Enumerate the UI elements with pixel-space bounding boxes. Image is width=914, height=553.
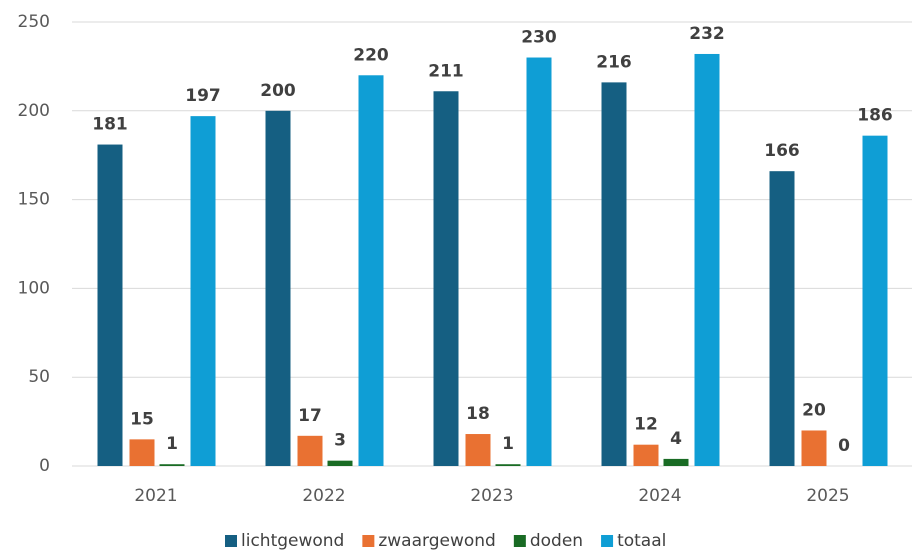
bar <box>159 464 185 466</box>
data-label: 200 <box>260 81 296 101</box>
x-tick-label: 2021 <box>134 486 177 506</box>
bar <box>265 110 291 467</box>
legend-label: lichtgewond <box>241 531 344 551</box>
x-tick-label: 2023 <box>470 486 513 506</box>
data-label: 166 <box>764 141 800 161</box>
data-label: 230 <box>521 28 557 48</box>
bar <box>495 464 521 466</box>
data-label: 211 <box>428 61 464 81</box>
bar <box>526 57 552 467</box>
data-label: 3 <box>334 431 346 451</box>
bar <box>663 458 689 466</box>
data-label: 20 <box>802 400 826 420</box>
data-label: 197 <box>185 86 221 106</box>
data-label: 0 <box>838 436 850 456</box>
bar <box>297 435 323 466</box>
y-tick-label: 100 <box>18 278 50 298</box>
bar <box>601 82 627 466</box>
bar <box>129 439 155 466</box>
bar <box>862 135 888 466</box>
legend-swatch <box>513 535 526 547</box>
data-label: 181 <box>92 115 128 135</box>
legend-label: zwaargewond <box>378 531 495 551</box>
x-tick-label: 2024 <box>638 486 681 506</box>
data-label: 1 <box>502 434 514 454</box>
y-tick-label: 150 <box>18 190 50 210</box>
x-tick-label: 2022 <box>302 486 345 506</box>
legend-label: doden <box>530 531 583 551</box>
data-label: 186 <box>857 106 893 126</box>
bar <box>190 116 216 467</box>
data-label: 17 <box>298 406 322 426</box>
legend-swatch <box>225 535 237 547</box>
y-tick-label: 0 <box>39 456 50 476</box>
legend-swatch <box>362 535 375 547</box>
bar <box>633 444 659 466</box>
bar <box>769 171 795 466</box>
y-tick-label: 250 <box>18 12 50 32</box>
data-label: 15 <box>130 409 154 429</box>
bar <box>327 460 353 466</box>
bar <box>465 434 491 466</box>
data-label: 232 <box>689 24 725 44</box>
data-label: 4 <box>670 429 682 449</box>
legend-swatch <box>601 535 614 547</box>
data-label: 216 <box>596 52 632 72</box>
bar <box>358 75 384 466</box>
data-label: 1 <box>166 434 178 454</box>
data-label: 220 <box>353 45 389 65</box>
bar <box>97 144 123 466</box>
bar <box>801 430 827 466</box>
bar <box>694 53 720 467</box>
x-tick-label: 2025 <box>806 486 849 506</box>
y-tick-label: 200 <box>18 101 50 121</box>
data-label: 12 <box>634 415 658 435</box>
bar <box>433 91 459 466</box>
legend-label: totaal <box>617 531 666 551</box>
y-tick-label: 50 <box>28 367 50 387</box>
data-label: 18 <box>466 404 490 424</box>
